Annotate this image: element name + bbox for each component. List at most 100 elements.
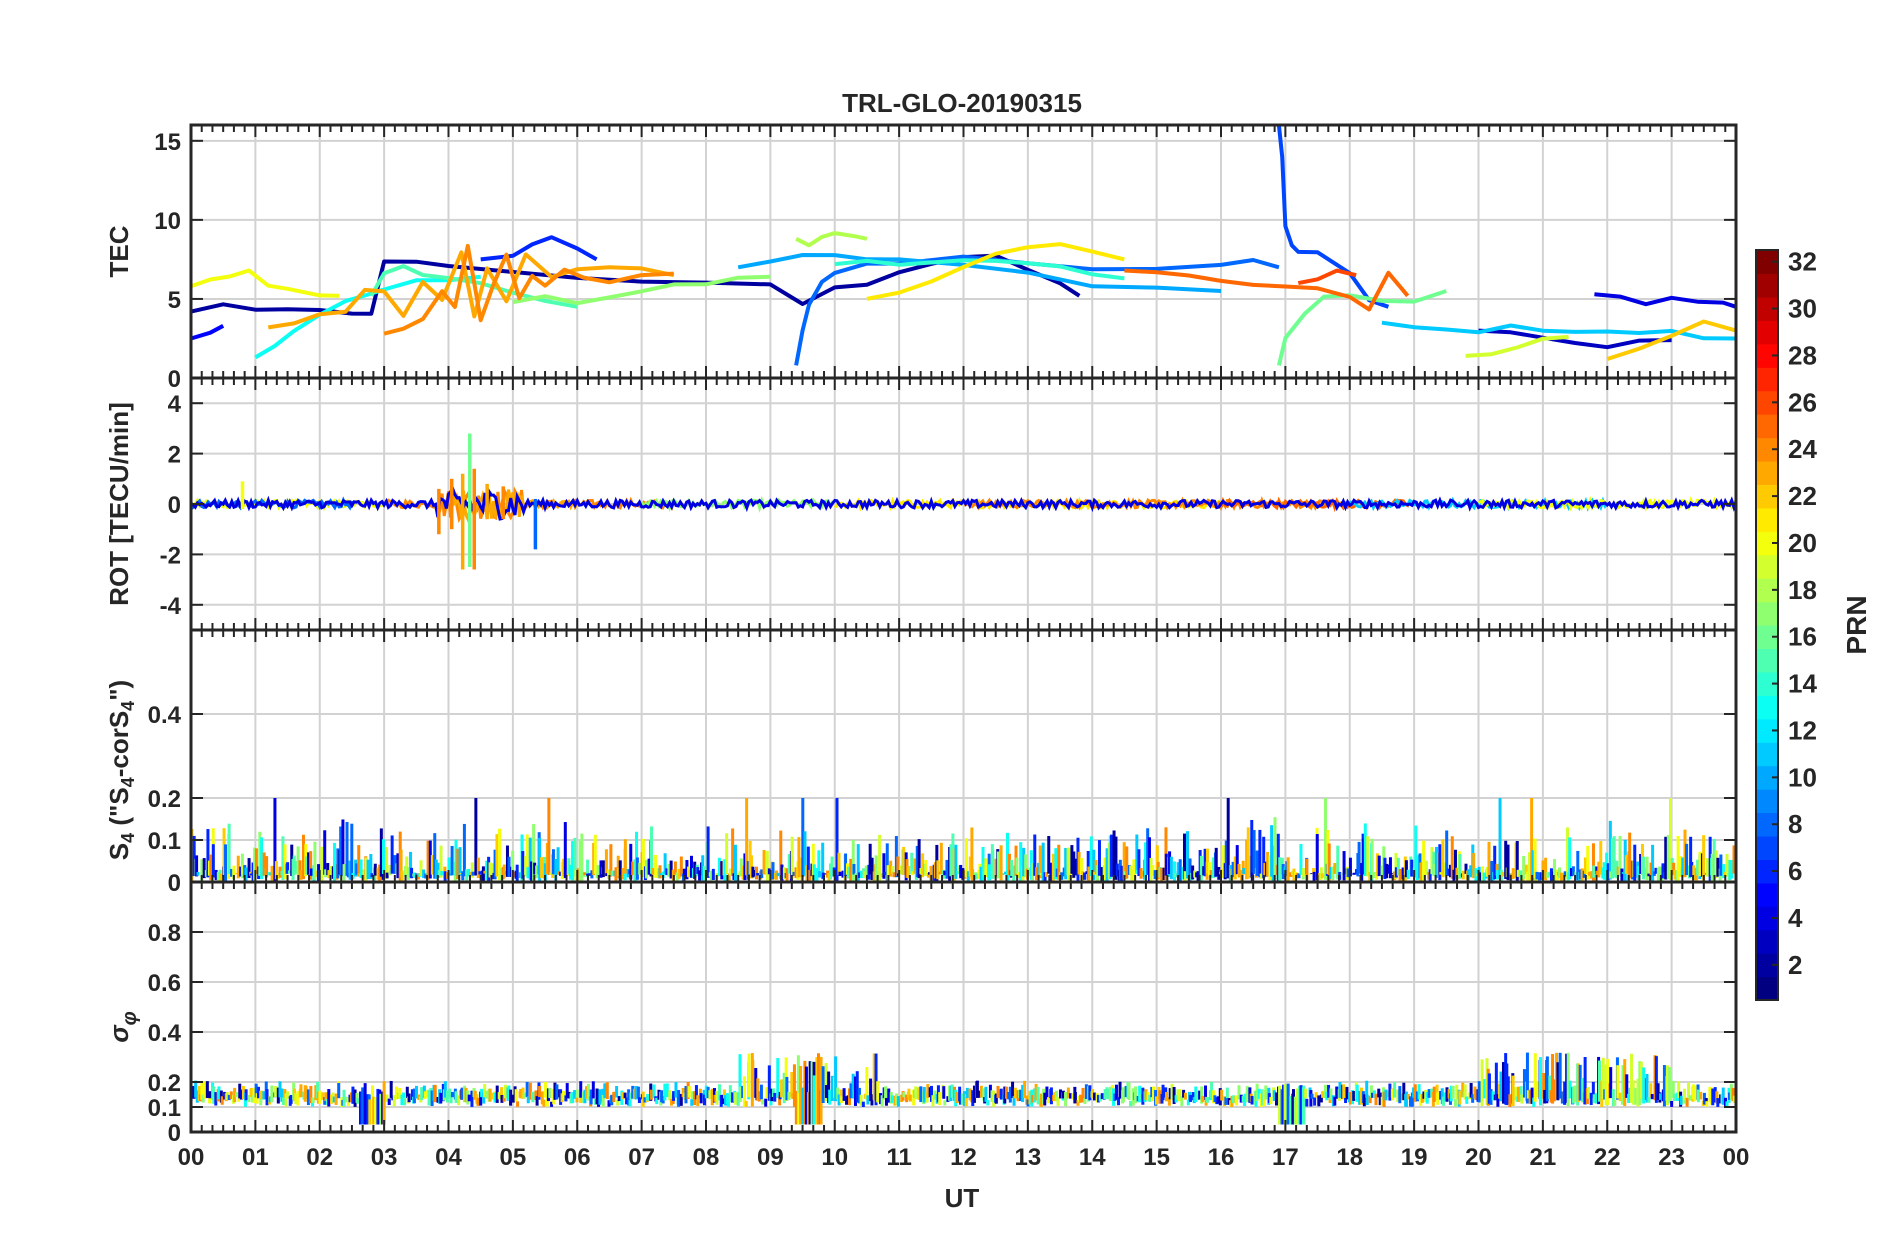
y-axis-label-rot: ROT [TECU/min] <box>104 402 134 606</box>
y-axis-label-s4: S4 ("S4-corS4") <box>104 680 138 860</box>
colorbar-segment <box>1756 601 1778 626</box>
rot-trace <box>190 486 1738 521</box>
colorbar-tick-label: 18 <box>1788 575 1817 605</box>
x-tick-label: 23 <box>1658 1144 1685 1171</box>
x-tick-label: 14 <box>1079 1144 1106 1171</box>
x-tick-label: 02 <box>306 1144 333 1171</box>
tec-series-prn-25 <box>1124 268 1410 312</box>
y-tick-label: -4 <box>160 593 182 620</box>
y-tick-label: 5 <box>168 287 181 314</box>
chart-title: TRL-GLO-20190315 <box>842 88 1082 118</box>
colorbar-segment <box>1756 906 1778 931</box>
x-tick-label: 10 <box>821 1144 848 1171</box>
x-tick-label: 12 <box>950 1144 977 1171</box>
colorbar-segment <box>1756 554 1778 579</box>
x-tick-label: 08 <box>693 1144 720 1171</box>
y-tick-label: 0.1 <box>148 1095 181 1122</box>
x-tick-label: 19 <box>1401 1144 1428 1171</box>
colorbar-segment <box>1756 742 1778 767</box>
tec-series-prn-10 <box>737 253 1222 293</box>
colorbar-segment <box>1756 859 1778 884</box>
tec-series-prn-3 <box>1478 328 1672 350</box>
colorbar-segment <box>1756 507 1778 532</box>
colorbar-segment <box>1756 531 1778 556</box>
panel-rot-data <box>189 433 1738 570</box>
colorbar-tick-label: 14 <box>1788 669 1817 699</box>
x-tick-label: 07 <box>628 1144 655 1171</box>
colorbar-tick-label: 24 <box>1788 434 1817 464</box>
y-tick-label: 15 <box>154 129 181 156</box>
colorbar-segment <box>1756 695 1778 720</box>
colorbar-segment <box>1756 648 1778 673</box>
colorbar-segment <box>1756 273 1778 298</box>
panel-tec: 0 5 10 15 TEC <box>104 123 1738 393</box>
colorbar-segment <box>1756 437 1778 462</box>
x-tick-label: 22 <box>1594 1144 1621 1171</box>
x-tick-label: 03 <box>371 1144 398 1171</box>
colorbar-tick-label: 2 <box>1788 950 1802 980</box>
panel-sigma: 00.10.2 0.4 0.6 0.8 σφ <box>104 880 1738 1147</box>
colorbar-tick-label: 16 <box>1788 622 1817 652</box>
y-tick-label: 2 <box>168 442 181 469</box>
x-tick-label: 00 <box>178 1144 205 1171</box>
y-tick-label: 0 <box>168 870 181 897</box>
tec-series-prn-16 <box>1276 289 1447 366</box>
tec-series-prn-4 <box>1594 292 1737 309</box>
tec-series-prn-20 <box>190 268 340 298</box>
panel-rot: -4 -2 0 2 4 ROT [TECU/min] <box>104 376 1738 632</box>
colorbar-tick-label: 28 <box>1788 340 1817 370</box>
colorbar-segment <box>1756 414 1778 439</box>
colorbar-label: PRN <box>1841 595 1872 654</box>
colorbar-segment <box>1756 835 1778 860</box>
x-tick-label: 06 <box>564 1144 591 1171</box>
tec-series-prn-22 <box>1606 319 1737 361</box>
tec-series-prn-8 <box>794 254 1280 366</box>
tec-series-prn-26 <box>1297 268 1357 286</box>
y-tick-label: 4 <box>168 391 182 418</box>
tec-series-prn-7 <box>1276 124 1390 309</box>
x-tick-label: 13 <box>1015 1144 1042 1171</box>
colorbar-segment <box>1756 789 1778 814</box>
y-tick-label: 0.8 <box>148 920 181 947</box>
y-axis-label-sigma: σφ <box>104 1011 141 1042</box>
x-tick-label: 16 <box>1208 1144 1235 1171</box>
y-tick-label: 0.4 <box>148 1020 182 1047</box>
x-tick-label: 17 <box>1272 1144 1299 1171</box>
colorbar-segment <box>1756 718 1778 743</box>
colorbar-segment <box>1756 625 1778 650</box>
tec-series-prn-24 <box>383 243 674 336</box>
colorbar-segment <box>1756 460 1778 485</box>
colorbar-tick-label: 20 <box>1788 528 1817 558</box>
tec-series-prn-21 <box>866 242 1125 301</box>
y-tick-label: 0.4 <box>148 702 182 729</box>
colorbar-segment <box>1756 367 1778 392</box>
panel-sigma-data <box>189 1052 1736 1125</box>
colorbar-segment <box>1756 390 1778 415</box>
y-tick-label: 0 <box>168 366 181 393</box>
colorbar-tick-label: 30 <box>1788 294 1817 324</box>
colorbar-tick-label: 32 <box>1788 247 1817 277</box>
y-axis-label-tec: TEC <box>104 225 134 277</box>
colorbar-segment <box>1756 578 1778 603</box>
x-tick-label: 20 <box>1465 1144 1492 1171</box>
tec-series-prn-17 <box>512 274 771 306</box>
colorbar-tick-label: 4 <box>1788 903 1803 933</box>
colorbar-segment <box>1756 812 1778 837</box>
y-tick-label: 0 <box>168 492 181 519</box>
x-tick-label: 18 <box>1336 1144 1363 1171</box>
panel-tec-data <box>190 124 1737 366</box>
colorbar-segment <box>1756 343 1778 368</box>
y-tick-label: 0.1 <box>148 828 181 855</box>
colorbar-tick-label: 6 <box>1788 856 1802 886</box>
colorbar-segment <box>1756 953 1778 978</box>
x-tick-label: 09 <box>757 1144 784 1171</box>
x-tick-label: 15 <box>1143 1144 1170 1171</box>
x-tick-label: 11 <box>886 1144 911 1171</box>
x-tick-label: 04 <box>435 1144 462 1171</box>
colorbar-segment <box>1756 929 1778 954</box>
x-tick-label: 05 <box>500 1144 527 1171</box>
tec-series-prn-19 <box>1465 334 1569 358</box>
